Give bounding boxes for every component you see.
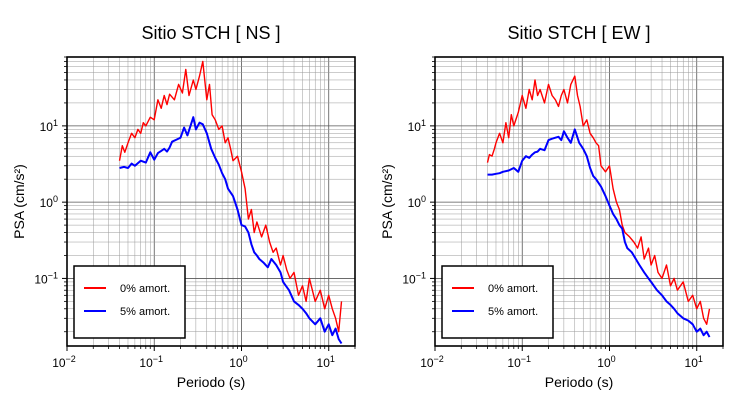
x-tick-base: 10: [139, 356, 153, 370]
x-tick-label: 100: [597, 354, 615, 370]
series-line-amort-5: [119, 116, 343, 345]
x-tick-base: 10: [507, 356, 521, 370]
y-tick-label: 10−1: [34, 270, 58, 286]
legend-label: 0% amort.: [120, 283, 170, 295]
x-tick-label: 10−1: [507, 354, 531, 370]
plot-frame: [434, 56, 724, 347]
y-tick-label: 100: [408, 194, 426, 210]
x-tick-exp: −1: [521, 354, 531, 364]
x-tick-base: 10: [685, 356, 699, 370]
x-tick-label: 101: [685, 354, 703, 370]
x-tick-base: 10: [597, 356, 611, 370]
legend-box: [73, 265, 186, 339]
legend-box: [441, 265, 554, 339]
y-tick-exp: −1: [416, 270, 426, 280]
legend: 0% amort. 5% amort.: [73, 265, 186, 339]
y-tick-base: 10: [40, 196, 54, 210]
x-tick-exp: −2: [66, 354, 76, 364]
x-tick-label: 10−2: [52, 354, 76, 370]
series-line-amort-0: [118, 60, 343, 333]
x-tick-label: 100: [229, 354, 247, 370]
x-axis-label: Periodo (s): [545, 374, 613, 390]
y-tick-base: 10: [40, 120, 54, 134]
x-tick-label: 10−1: [139, 354, 163, 370]
x-tick-base: 10: [52, 356, 66, 370]
y-tick-exp: 0: [421, 194, 426, 204]
x-tick-base: 10: [317, 356, 331, 370]
y-axis-label: PSA (cm/s²): [379, 164, 395, 239]
legend: 0% amort. 5% amort.: [441, 265, 554, 339]
x-tick-exp: −2: [434, 354, 444, 364]
x-tick-exp: 0: [243, 354, 248, 364]
y-tick-base: 10: [402, 272, 416, 286]
plot-frame: [66, 56, 356, 347]
x-tick-base: 10: [229, 356, 243, 370]
x-tick-label: 10−2: [420, 354, 444, 370]
grid: [66, 56, 356, 346]
y-tick-base: 10: [408, 196, 422, 210]
x-tick-exp: 0: [611, 354, 616, 364]
y-tick-label: 10−1: [402, 270, 426, 286]
y-tick-label: 101: [408, 118, 426, 134]
y-tick-exp: 1: [421, 118, 426, 128]
y-axis-label: PSA (cm/s²): [11, 164, 27, 239]
y-tick-base: 10: [34, 272, 48, 286]
chart-title: Sitio STCH [ EW ]: [507, 23, 650, 43]
y-tick-base: 10: [408, 120, 422, 134]
series-line-amort-0: [486, 75, 711, 325]
x-tick-base: 10: [420, 356, 434, 370]
y-tick-exp: 1: [53, 118, 58, 128]
x-tick-exp: 1: [698, 354, 703, 364]
y-tick-label: 101: [40, 118, 58, 134]
series-line-amort-5: [487, 128, 711, 338]
x-tick-label: 101: [317, 354, 335, 370]
legend-label: 5% amort.: [120, 306, 170, 318]
x-tick-exp: −1: [153, 354, 163, 364]
legend-label: 5% amort.: [488, 306, 538, 318]
chart-title: Sitio STCH [ NS ]: [141, 23, 280, 43]
x-axis-label: Periodo (s): [177, 374, 245, 390]
y-tick-exp: 0: [53, 194, 58, 204]
y-tick-label: 100: [40, 194, 58, 210]
x-tick-exp: 1: [330, 354, 335, 364]
y-tick-exp: −1: [48, 270, 58, 280]
legend-label: 0% amort.: [488, 283, 538, 295]
